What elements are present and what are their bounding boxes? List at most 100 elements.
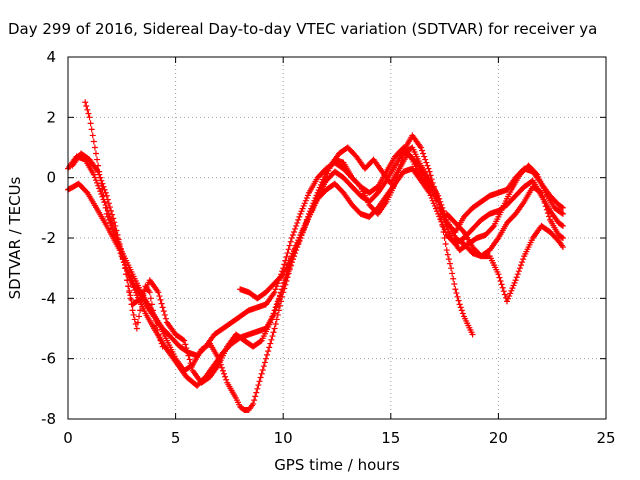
data-point [438, 201, 445, 208]
data-point [459, 227, 466, 234]
data-point [100, 183, 107, 190]
data-point [452, 286, 459, 293]
data-point [559, 210, 566, 217]
data-point [318, 179, 325, 186]
data-point [276, 292, 283, 299]
data-point [84, 106, 91, 113]
y-tick-label: -4 [41, 289, 56, 307]
data-point [257, 374, 264, 381]
data-point [95, 168, 102, 175]
data-point [506, 293, 513, 300]
data-point [315, 187, 322, 194]
data-point [266, 344, 273, 351]
data-point [512, 277, 519, 284]
data-point [255, 382, 262, 389]
data-point [126, 289, 133, 296]
data-point [251, 397, 258, 404]
data-point [451, 281, 458, 288]
data-point [539, 193, 546, 200]
y-tick-label: -6 [41, 350, 56, 368]
data-point [275, 295, 282, 302]
data-point [417, 144, 424, 151]
data-point [105, 216, 112, 223]
data-point [161, 311, 168, 318]
data-point [422, 156, 429, 163]
data-point [520, 256, 527, 263]
data-point [302, 197, 309, 204]
data-point [267, 319, 274, 326]
data-point [440, 228, 447, 235]
data-point [322, 171, 329, 178]
data-point [279, 272, 286, 279]
data-point [442, 241, 449, 248]
data-point [156, 334, 163, 341]
data-point [268, 316, 275, 323]
data-point [82, 99, 89, 106]
data-point [519, 259, 526, 266]
data-point [445, 228, 452, 235]
data-point [111, 219, 118, 226]
data-point [509, 285, 516, 292]
data-point [449, 270, 456, 277]
data-point [446, 260, 453, 267]
data-point [133, 325, 140, 332]
data-point [300, 225, 307, 232]
data-point [304, 213, 311, 220]
data-point [545, 213, 552, 220]
data-point [250, 400, 257, 407]
data-point [90, 138, 97, 145]
data-point [259, 366, 266, 373]
data-point [425, 165, 432, 172]
data-point [310, 200, 317, 207]
series-3 [82, 99, 476, 413]
data-point [83, 103, 90, 110]
data-point [444, 251, 451, 258]
data-point [301, 222, 308, 229]
data-point [87, 120, 94, 127]
data-point [426, 168, 433, 175]
data-point [301, 200, 308, 207]
data-point [267, 340, 274, 347]
data-point [443, 247, 450, 254]
data-point [160, 308, 167, 315]
data-point [538, 189, 545, 196]
data-point [541, 199, 548, 206]
data-point [264, 351, 271, 358]
data-point [437, 198, 444, 205]
data-point [282, 277, 289, 284]
data-point [91, 144, 98, 151]
data-point [150, 307, 157, 314]
data-point [316, 184, 323, 191]
data-point [312, 195, 319, 202]
data-point [124, 268, 131, 275]
y-tick-label: 4 [46, 48, 56, 66]
data-point [146, 289, 153, 296]
data-point [94, 156, 101, 163]
data-point [559, 244, 566, 251]
data-point [295, 216, 302, 223]
data-point [432, 205, 439, 212]
data-point [276, 302, 283, 309]
data-point [181, 337, 188, 344]
data-point [456, 301, 463, 308]
data-point [299, 228, 306, 235]
data-point [430, 200, 437, 207]
data-point [424, 162, 431, 169]
data-point [96, 185, 103, 192]
data-point [392, 180, 399, 187]
data-point [394, 173, 401, 180]
data-point [260, 363, 267, 370]
data-point [154, 327, 161, 334]
data-point [159, 343, 166, 350]
data-point [138, 301, 145, 308]
data-point [90, 171, 97, 178]
data-point [158, 300, 165, 307]
data-point [558, 234, 565, 241]
data-point [219, 367, 226, 374]
data-point [102, 204, 109, 211]
data-point [559, 222, 566, 229]
data-point [115, 236, 122, 243]
data-point [304, 192, 311, 199]
y-tick-label: -8 [41, 410, 56, 428]
